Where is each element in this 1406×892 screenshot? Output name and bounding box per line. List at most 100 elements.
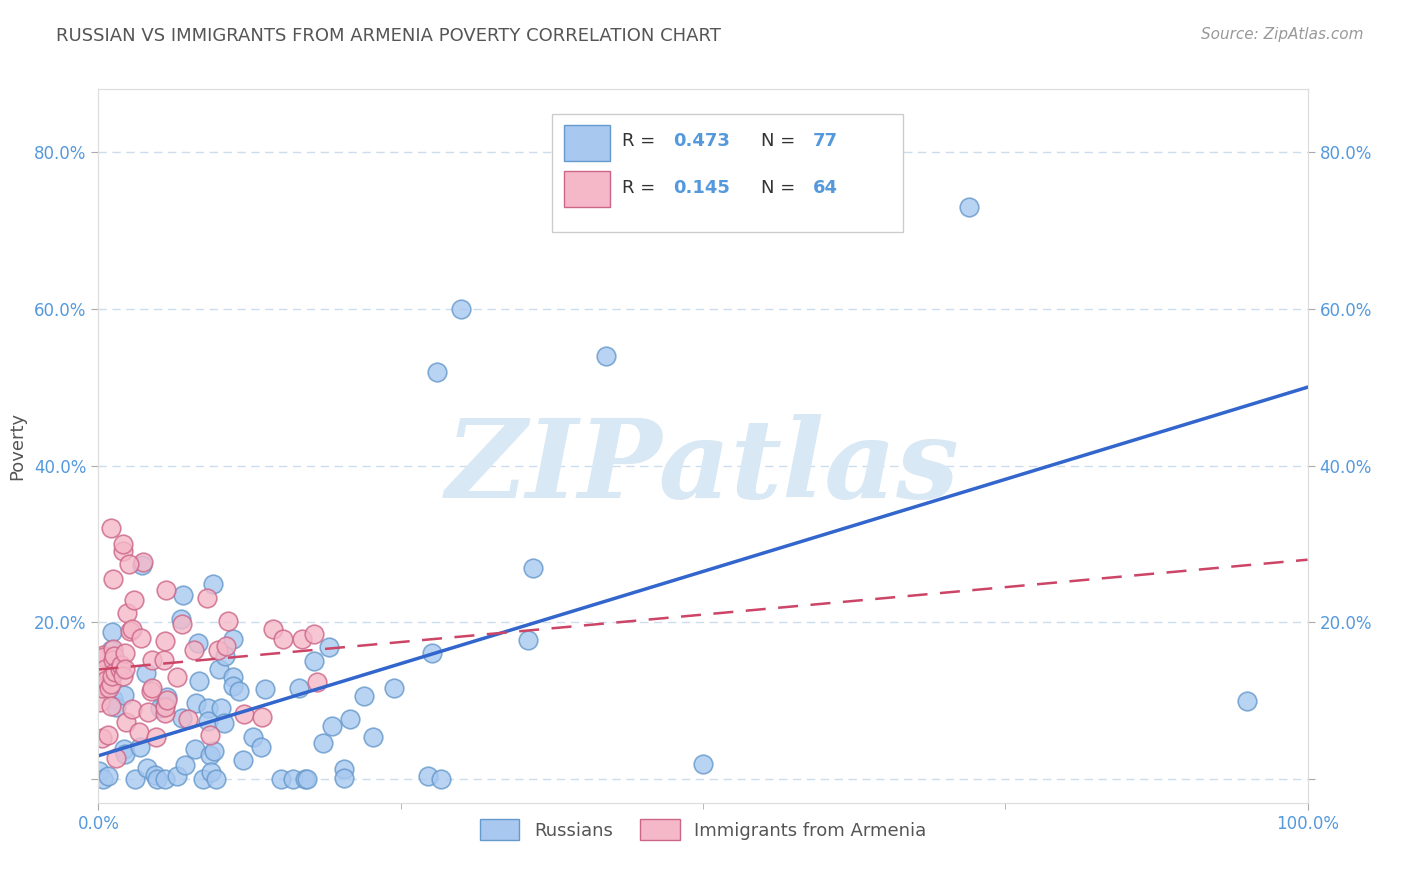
Point xyxy=(302,626,325,640)
Point xyxy=(212,716,235,731)
Point xyxy=(172,711,194,725)
Point xyxy=(131,558,153,573)
Point xyxy=(155,772,177,787)
Point xyxy=(166,671,188,685)
Point xyxy=(188,673,211,688)
Point xyxy=(135,666,157,681)
Point xyxy=(136,705,159,719)
Point xyxy=(156,690,179,704)
Point xyxy=(202,744,225,758)
Point xyxy=(121,622,143,636)
Point xyxy=(100,643,122,657)
Point xyxy=(232,753,254,767)
Point xyxy=(214,648,236,663)
Point xyxy=(184,742,207,756)
Point xyxy=(291,632,314,647)
Point xyxy=(114,646,136,660)
Point xyxy=(120,624,142,639)
Point xyxy=(129,740,152,755)
Point xyxy=(191,772,214,787)
Point xyxy=(353,690,375,704)
Point xyxy=(153,699,176,714)
Point xyxy=(129,631,152,645)
Point xyxy=(198,728,221,742)
Point xyxy=(97,769,120,783)
Point xyxy=(101,642,124,657)
Point xyxy=(89,695,111,709)
Point xyxy=(595,349,617,363)
Point xyxy=(332,762,354,776)
Point xyxy=(1236,694,1258,708)
Text: 0.145: 0.145 xyxy=(672,178,730,196)
Point xyxy=(112,544,135,558)
Point xyxy=(200,765,222,780)
Point xyxy=(122,593,145,607)
Point xyxy=(155,583,177,598)
Point xyxy=(153,706,176,721)
Point xyxy=(153,634,176,648)
Point xyxy=(91,772,114,787)
Text: RUSSIAN VS IMMIGRANTS FROM ARMENIA POVERTY CORRELATION CHART: RUSSIAN VS IMMIGRANTS FROM ARMENIA POVER… xyxy=(56,27,721,45)
Point xyxy=(90,678,112,692)
Point xyxy=(100,677,122,691)
Text: ZIPatlas: ZIPatlas xyxy=(446,414,960,521)
FancyBboxPatch shape xyxy=(564,125,610,161)
Point xyxy=(103,653,125,667)
Point xyxy=(957,200,980,214)
Text: R =: R = xyxy=(621,132,661,150)
Point xyxy=(692,756,714,771)
Point xyxy=(450,301,472,316)
Point xyxy=(222,679,245,693)
Point xyxy=(187,635,209,649)
Point xyxy=(103,648,125,663)
Point xyxy=(101,669,124,683)
Point xyxy=(201,577,224,591)
Text: N =: N = xyxy=(761,132,801,150)
Text: 0.473: 0.473 xyxy=(672,132,730,150)
Point xyxy=(273,632,295,646)
Point xyxy=(197,701,219,715)
Point xyxy=(149,700,172,714)
Point xyxy=(270,772,292,787)
Point xyxy=(221,669,243,683)
Point xyxy=(98,681,121,696)
Point xyxy=(111,537,134,551)
Point xyxy=(184,696,207,710)
Point xyxy=(103,665,125,679)
Point xyxy=(97,728,120,742)
Point xyxy=(217,614,239,628)
Point xyxy=(429,772,451,787)
Point xyxy=(361,730,384,744)
Point xyxy=(311,736,333,750)
Legend: Russians, Immigrants from Armenia: Russians, Immigrants from Armenia xyxy=(472,812,934,847)
Point xyxy=(517,632,540,647)
Point xyxy=(145,730,167,744)
Point xyxy=(141,681,163,696)
Point xyxy=(382,681,405,695)
Point xyxy=(305,674,328,689)
Point xyxy=(250,739,273,754)
Point xyxy=(295,772,318,787)
Point xyxy=(90,731,112,745)
Point xyxy=(104,751,127,765)
Point xyxy=(205,772,228,787)
Point xyxy=(131,556,153,570)
Point xyxy=(121,702,143,716)
Point xyxy=(294,772,316,787)
Point xyxy=(716,176,738,190)
Point xyxy=(94,662,117,676)
Point xyxy=(94,673,117,687)
Text: Source: ZipAtlas.com: Source: ZipAtlas.com xyxy=(1201,27,1364,42)
Text: R =: R = xyxy=(621,178,666,196)
Point xyxy=(143,768,166,782)
Point xyxy=(136,761,159,775)
Point xyxy=(112,741,135,756)
Point xyxy=(418,769,440,783)
Point xyxy=(108,662,131,676)
Text: N =: N = xyxy=(761,178,801,196)
Point xyxy=(110,657,132,672)
Point xyxy=(170,616,193,631)
Point xyxy=(195,591,218,606)
Y-axis label: Poverty: Poverty xyxy=(8,412,25,480)
FancyBboxPatch shape xyxy=(564,171,610,207)
